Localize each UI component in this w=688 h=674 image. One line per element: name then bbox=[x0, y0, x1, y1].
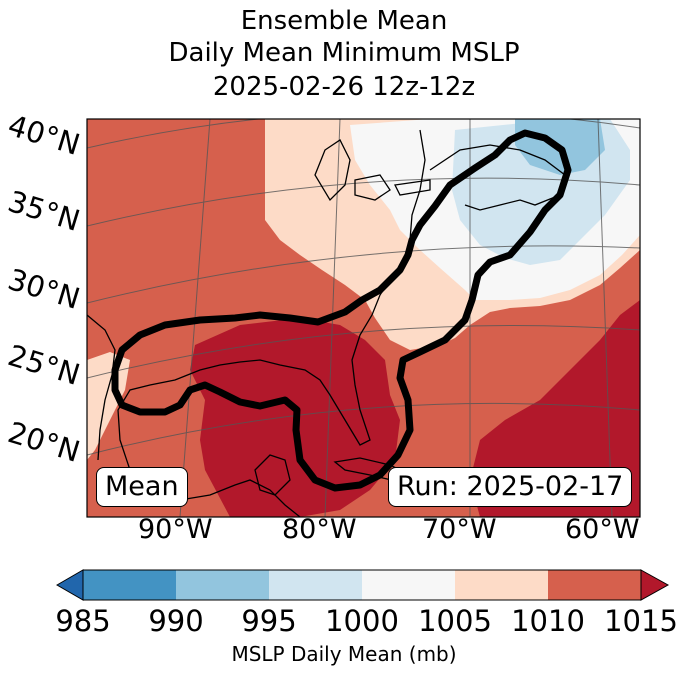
lon-label-80w: 80°W bbox=[282, 514, 357, 545]
graticule-parallel-40n bbox=[87, 119, 640, 149]
title-line-1: Ensemble Mean bbox=[240, 6, 448, 36]
yucatan bbox=[254, 454, 291, 496]
colorbar-extend-low bbox=[55, 569, 84, 601]
pressure-band-1005-1010-west bbox=[87, 352, 130, 460]
title-line-3: 2025-02-26 12z-12z bbox=[212, 72, 476, 102]
mean-label-box: Mean bbox=[96, 467, 188, 507]
colorbar-extend-high bbox=[640, 569, 670, 601]
lon-label-60w: 60°W bbox=[565, 514, 640, 545]
great-lakes bbox=[314, 139, 431, 202]
map-frame bbox=[86, 118, 641, 518]
colorbar-1010-1015 bbox=[548, 570, 641, 600]
pressure-band-gt1015-atlantic bbox=[470, 300, 640, 517]
graticule bbox=[87, 119, 640, 517]
colorbar-990-995 bbox=[176, 570, 269, 600]
colorbar-tick-1005: 1005 bbox=[418, 604, 492, 638]
colorbar-1005-1010 bbox=[455, 570, 548, 600]
colorbar-tick-990: 990 bbox=[148, 604, 204, 638]
colorbar-tick-995: 995 bbox=[241, 604, 297, 638]
run-date-box: Run: 2025-02-17 bbox=[388, 467, 633, 507]
graticule-parallel-30n bbox=[87, 245, 640, 304]
colorbar-tick-1000: 1000 bbox=[325, 604, 399, 638]
graticule-parallel-20n bbox=[87, 402, 640, 456]
lon-label-90w: 90°W bbox=[138, 514, 213, 545]
lon-label-70w: 70°W bbox=[422, 514, 497, 545]
colorbar-tick-1015: 1015 bbox=[604, 604, 678, 638]
colorbar-1000-1005 bbox=[362, 570, 455, 600]
colorbar-tick-985: 985 bbox=[55, 604, 111, 638]
colorbar-label: MSLP Daily Mean (mb) bbox=[231, 642, 457, 666]
map-fill bbox=[87, 119, 640, 517]
colorbar-tick-1010: 1010 bbox=[511, 604, 585, 638]
graticule-meridian-60w bbox=[597, 119, 613, 517]
ensemble-contour-line bbox=[111, 129, 572, 492]
colorbar-995-1000 bbox=[269, 570, 362, 600]
colorbar-985-990 bbox=[83, 570, 176, 600]
colorbar-frame bbox=[82, 569, 642, 601]
title-line-2: Daily Mean Minimum MSLP bbox=[168, 38, 520, 68]
